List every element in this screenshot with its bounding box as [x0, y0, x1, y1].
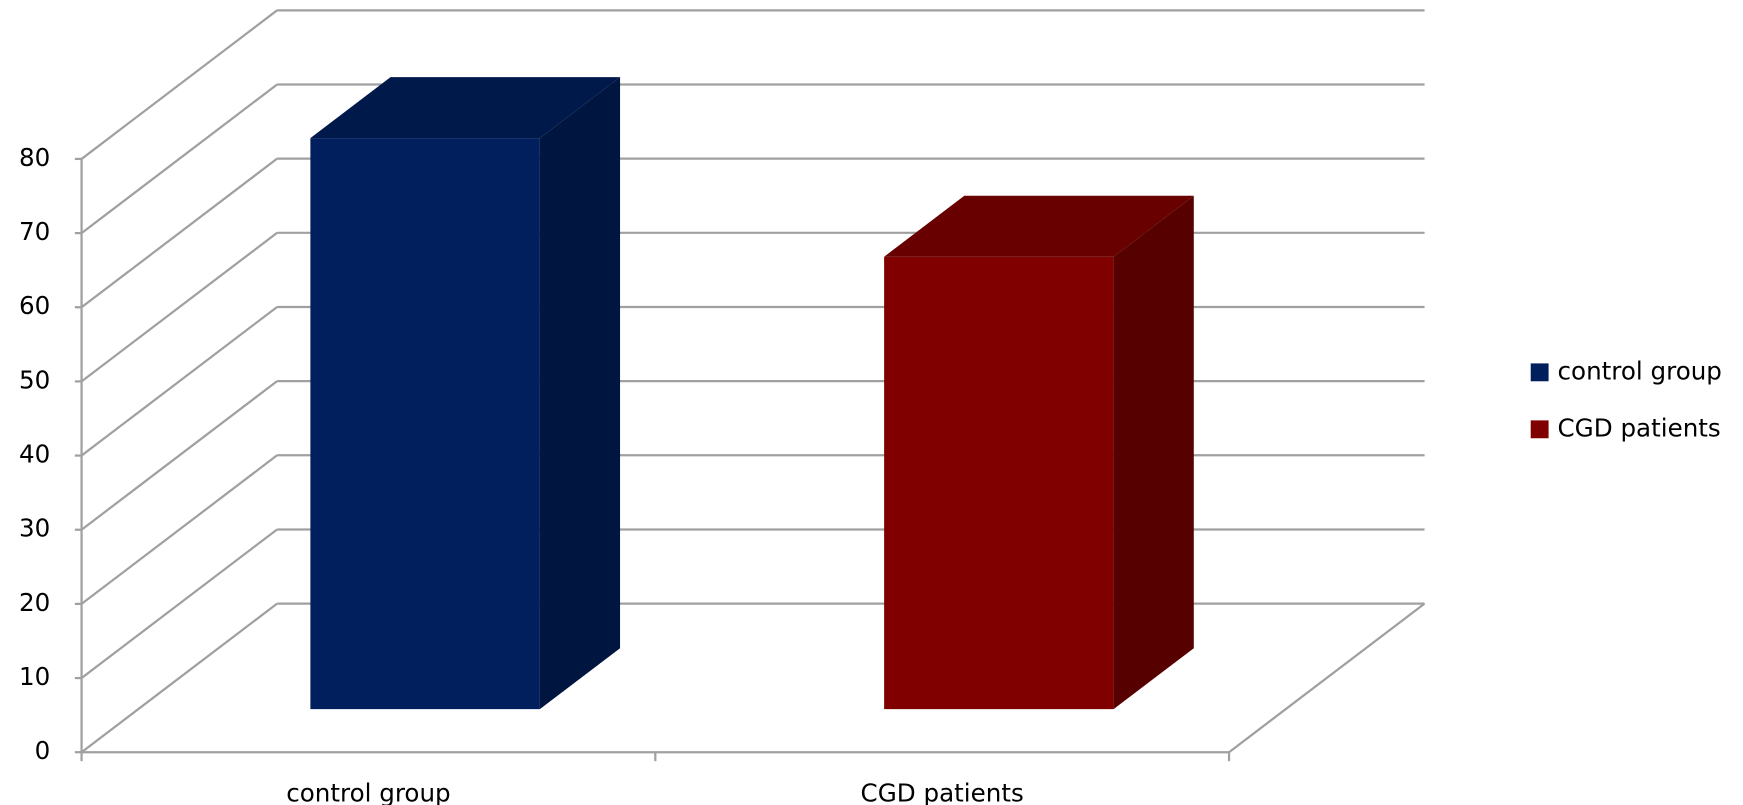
side-grid-line [80, 83, 278, 234]
floor-edge [1228, 602, 1426, 754]
y-tick-label: 0 [35, 736, 51, 765]
y-tick-label: 10 [19, 662, 50, 691]
bar [310, 77, 621, 710]
bar-side [539, 77, 621, 710]
bar [884, 195, 1194, 710]
legend-swatch [1530, 420, 1549, 439]
x-tick-label: CGD patients [861, 779, 1024, 805]
side-grid-line [80, 528, 278, 679]
legend-label: control group [1558, 356, 1722, 385]
side-grid-line [80, 602, 278, 754]
bar-side [1113, 195, 1194, 710]
y-tick-label: 50 [19, 365, 50, 394]
bar-top [310, 77, 621, 139]
y-tick-label: 40 [19, 440, 50, 469]
y-tick-label: 70 [19, 217, 50, 246]
bar-front [884, 256, 1114, 710]
y-tick-label: 20 [19, 588, 50, 617]
legend-swatch [1530, 363, 1549, 382]
y-tick-label: 30 [19, 514, 50, 543]
y-tick-label: 80 [19, 143, 50, 172]
legend-label: CGD patients [1558, 413, 1721, 442]
side-grid-line [80, 9, 278, 160]
side-grid-line [80, 454, 278, 605]
bar-top [884, 195, 1194, 257]
side-grid-line [80, 380, 278, 531]
side-grid-line [80, 231, 278, 383]
bar-front [310, 138, 540, 710]
side-grid-line [80, 306, 278, 457]
x-tick-label: control group [286, 779, 450, 805]
side-grid-line [80, 157, 278, 309]
y-tick-label: 60 [19, 291, 50, 320]
